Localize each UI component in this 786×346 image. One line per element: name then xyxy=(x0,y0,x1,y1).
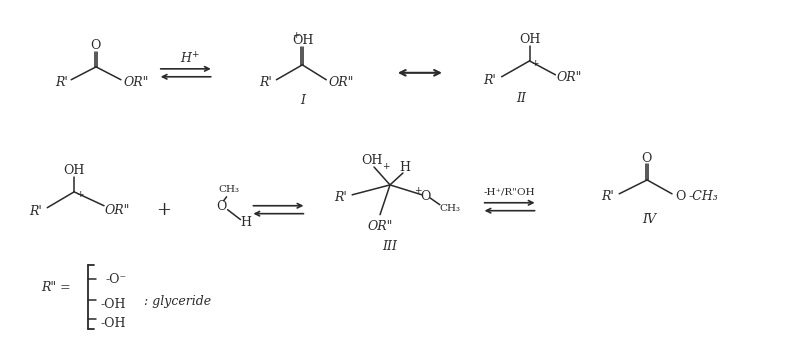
Text: : glyceride: : glyceride xyxy=(144,295,211,308)
Text: -O⁻: -O⁻ xyxy=(105,273,127,286)
Text: R': R' xyxy=(334,191,347,204)
Text: III: III xyxy=(383,240,398,253)
Text: CH₃: CH₃ xyxy=(218,185,239,194)
Text: OH: OH xyxy=(519,33,540,46)
Text: OH: OH xyxy=(64,164,85,176)
Text: OR": OR" xyxy=(556,71,582,84)
Text: +: + xyxy=(382,162,390,171)
Text: OR": OR" xyxy=(329,76,354,89)
Text: R': R' xyxy=(601,190,614,203)
Text: OH: OH xyxy=(292,34,314,47)
Text: OH: OH xyxy=(362,154,383,167)
Text: -CH₃: -CH₃ xyxy=(689,190,718,203)
Text: +: + xyxy=(191,51,198,60)
Text: O: O xyxy=(421,190,431,203)
Text: -OH: -OH xyxy=(101,317,126,330)
Text: CH₃: CH₃ xyxy=(439,204,461,213)
Text: +: + xyxy=(76,190,84,199)
Text: -H⁺/R"OH: -H⁺/R"OH xyxy=(483,187,535,196)
Text: OR": OR" xyxy=(123,76,149,89)
Text: OR": OR" xyxy=(105,204,130,217)
Text: IV: IV xyxy=(642,213,656,226)
Text: R': R' xyxy=(483,74,496,87)
Text: R': R' xyxy=(55,76,68,89)
Text: +: + xyxy=(156,201,171,219)
Text: O: O xyxy=(216,200,227,213)
Text: O: O xyxy=(90,38,101,52)
Text: R': R' xyxy=(259,76,272,89)
Text: -OH: -OH xyxy=(101,299,126,311)
Text: R" =: R" = xyxy=(42,281,71,293)
Text: O: O xyxy=(641,152,652,165)
Text: +: + xyxy=(414,186,421,195)
Text: +: + xyxy=(292,30,299,39)
Text: H: H xyxy=(240,216,251,229)
Text: I: I xyxy=(299,94,305,107)
Text: O: O xyxy=(675,190,685,203)
Text: II: II xyxy=(516,92,527,105)
Text: OR": OR" xyxy=(367,220,393,233)
Text: H: H xyxy=(399,161,410,174)
Text: R': R' xyxy=(29,205,42,218)
Text: +: + xyxy=(531,60,538,69)
Text: H: H xyxy=(180,53,191,65)
